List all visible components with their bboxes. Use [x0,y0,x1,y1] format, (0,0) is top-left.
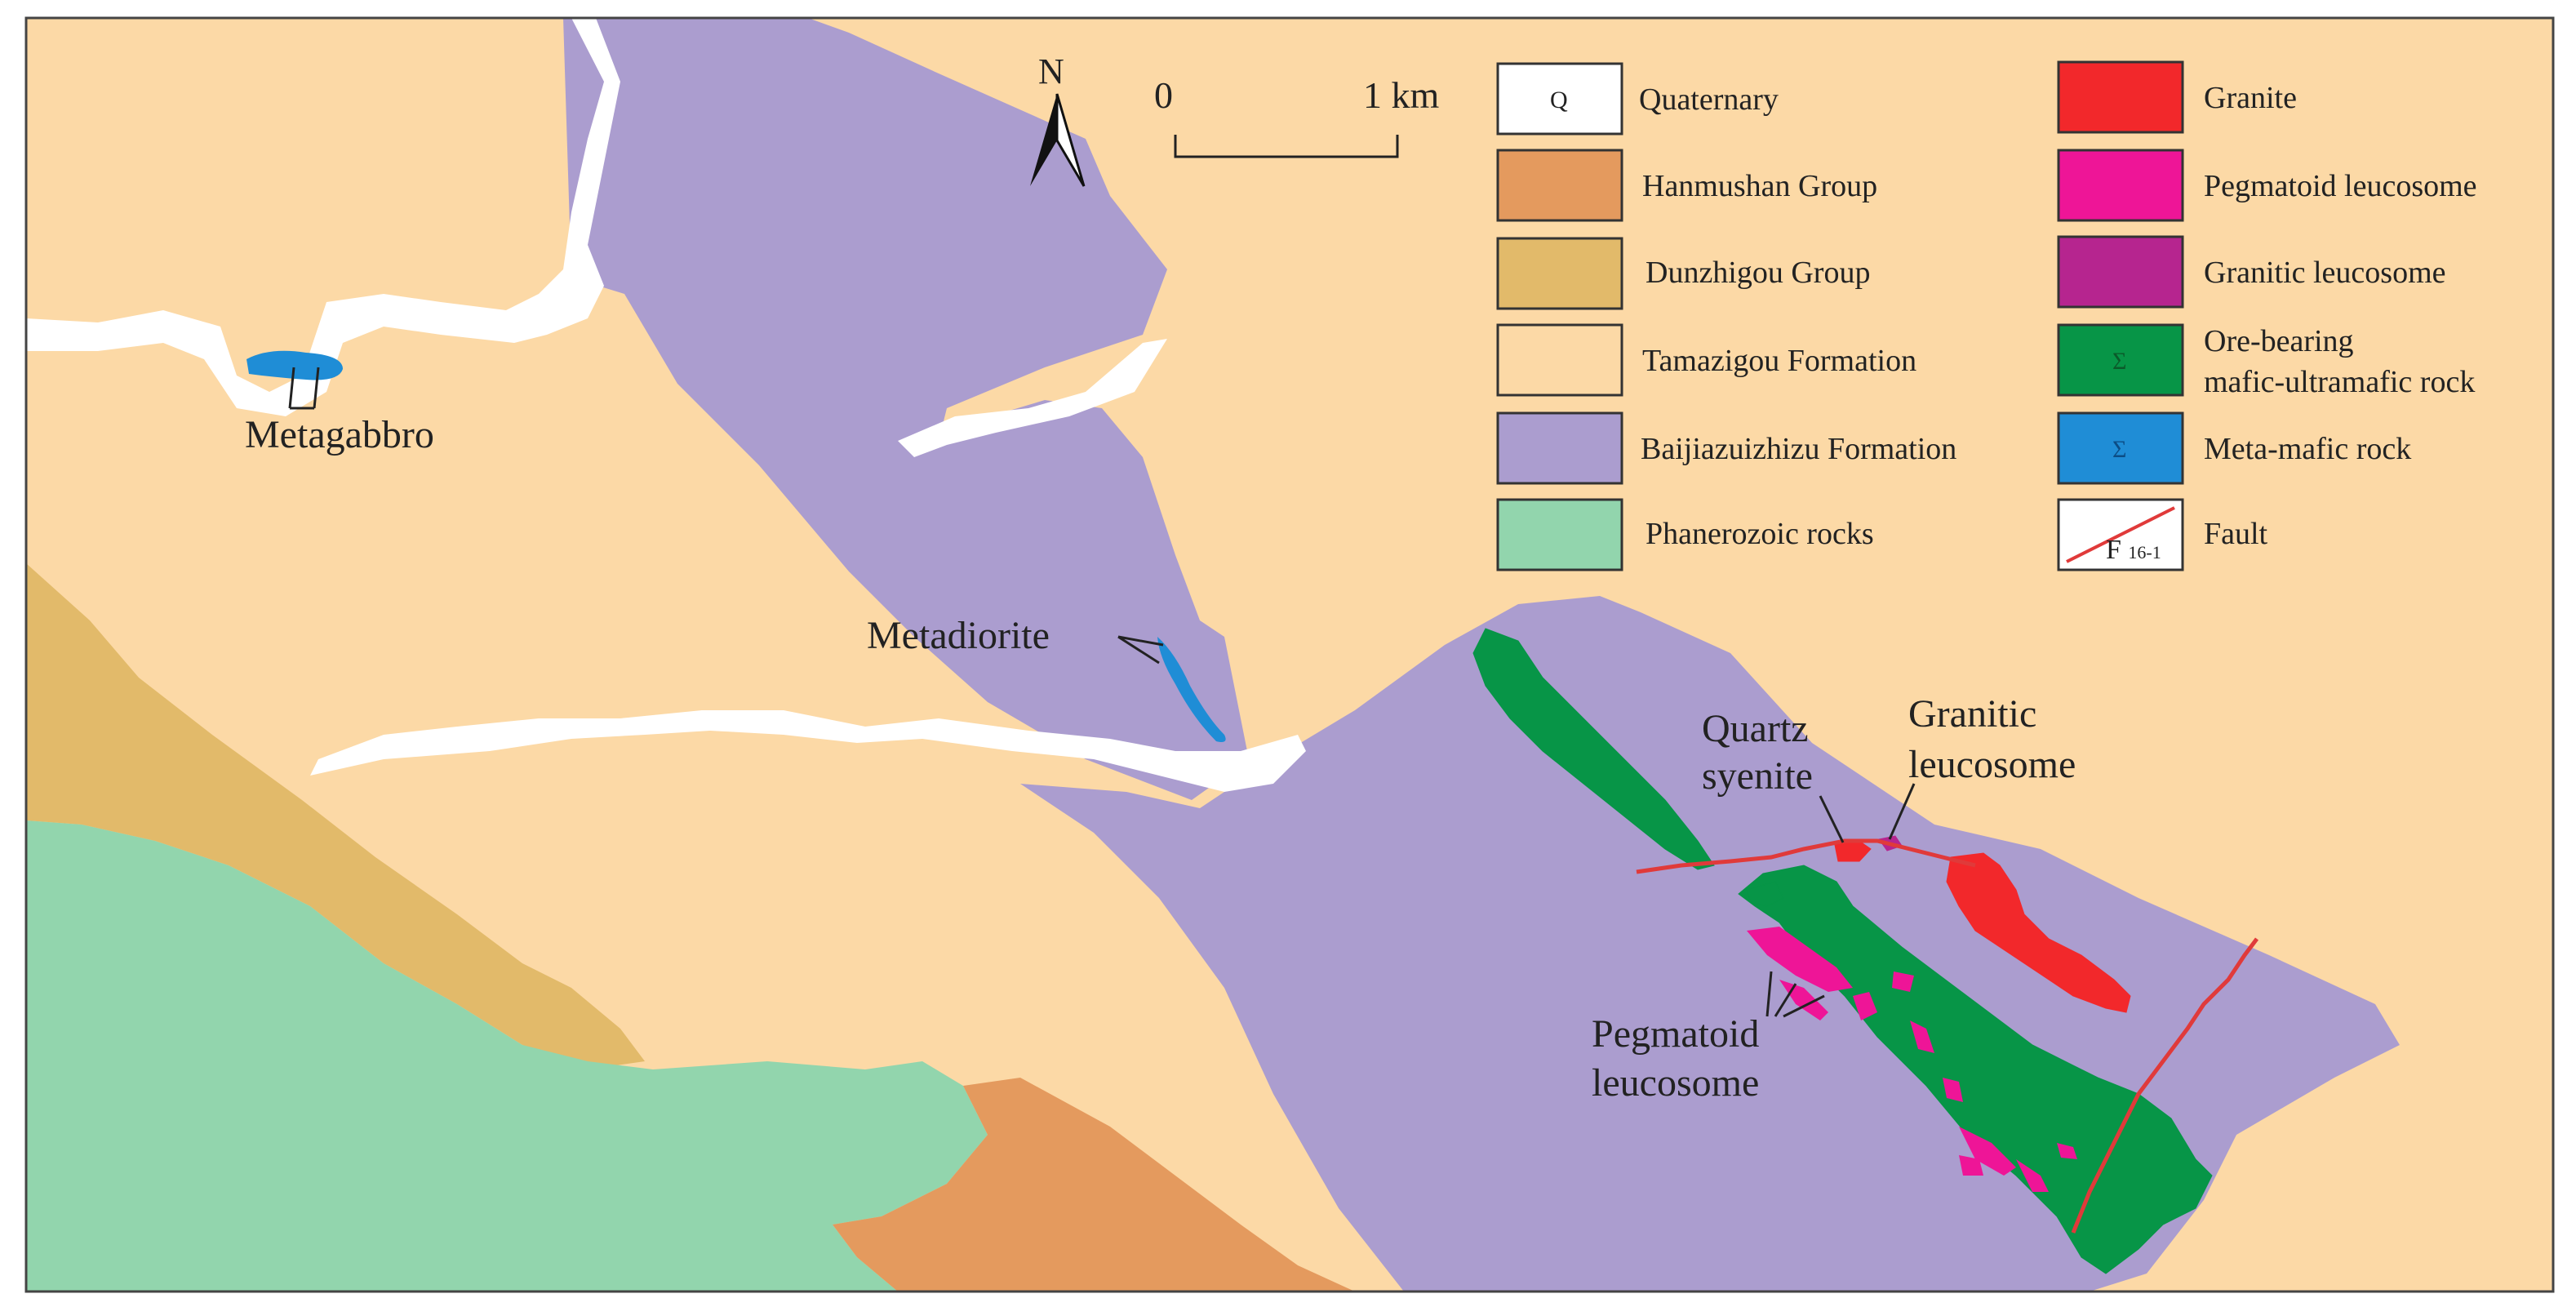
legend-fault-line-icon [2066,506,2175,563]
legend-item-fault: F 16-1 Fault [2057,498,2268,571]
legend-item-hanmushan: Hanmushan Group [1496,149,1877,222]
legend-label-fault: Fault [2204,517,2268,551]
granitic-leucosome-label-1: Granitic [1908,692,2036,736]
legend-symbol-fault-main: F [2106,535,2121,565]
metadiorite-label: Metadiorite [867,614,1050,657]
legend-label-hanmushan: Hanmushan Group [1642,169,1877,203]
legend-item-pegmatoid: Pegmatoid leucosome [2057,149,2477,222]
pegmatoid-4 [1892,971,1914,992]
legend-swatch-quaternary [1496,62,1623,136]
unit-phanerozoic [26,820,988,1292]
fault-f16-1 [1636,838,1976,874]
pegmatoid-10 [1959,1155,1983,1176]
legend-symbol-fault: F 16-1 [2106,535,2161,565]
unit-dunzhigou [26,563,645,1069]
legend-swatch-hanmushan [1496,149,1623,222]
pegmatoid-6 [1943,1078,1963,1102]
ore-bearing-bodies [1472,628,2213,1274]
pegmatoid-7 [1959,1127,2016,1176]
legend-item-granite: Granite [2057,60,2297,134]
legend-label-ore-bearing-1: Ore-bearing [2204,324,2354,358]
faults [1636,838,2258,1234]
legend-swatch-pegmatoid [2057,149,2184,222]
pegmatoid-label-2: leucosome [1592,1061,1759,1105]
map-labels: Metagabbro Metadiorite Quartz syenite Gr… [245,367,2076,1105]
legend-item-ore-bearing: Σ Ore-bearing mafic-ultramafic rock [2057,323,2475,399]
legend-item-dunzhigou: Dunzhigou Group [1496,237,1870,310]
quaternary-channels [26,18,1306,792]
legend-label-meta-mafic: Meta-mafic rock [2204,432,2411,466]
pegmatoid-bodies [1747,927,2077,1192]
scale-bar-line [1174,135,1399,158]
quartz-syenite-leader [1819,795,1845,843]
legend-label-pegmatoid: Pegmatoid leucosome [2204,169,2477,203]
legend: Q Quaternary Hanmushan Group Dunzhigou G… [1496,60,2477,571]
legend-symbol-fault-sub: 16-1 [2128,542,2161,562]
pegmatoid-leader [1765,971,1825,1018]
metagabbro-label: Metagabbro [245,413,434,456]
pegmatoid-label-1: Pegmatoid [1592,1012,1759,1056]
scale-bar-end: 1 km [1363,74,1440,116]
legend-label-granite: Granite [2204,81,2297,115]
north-arrow: N [1030,51,1086,187]
legend-item-tamazigou: Tamazigou Formation [1496,323,1916,397]
unit-hanmushan [833,1078,1355,1292]
legend-symbol-ore-bearing: Σ [2112,348,2126,375]
pegmatoid-9 [2057,1143,2077,1159]
legend-label-ore-bearing-2: mafic-ultramafic rock [2204,365,2475,399]
legend-swatch-meta-mafic [2057,411,2184,485]
scale-bar-start: 0 [1154,74,1173,116]
legend-item-phanerozoic: Phanerozoic rocks [1496,498,1874,571]
fault-southeast [2071,937,2258,1234]
legend-swatch-baijiazuizhizu [1496,411,1623,485]
legend-swatch-phanerozoic [1496,498,1623,571]
granitic-leucosome-leader [1888,783,1916,840]
ore-body-small [1746,881,1784,907]
metadiorite-leader [1117,635,1164,665]
pegmatoid-1 [1747,927,1853,992]
legend-swatch-granitic-leucosome [2057,235,2184,309]
metagabbro-leader [288,367,320,410]
granitic-leucosome-label-2: leucosome [1908,743,2076,786]
legend-label-dunzhigou: Dunzhigou Group [1646,256,1870,290]
pegmatoid-5 [1910,1020,1934,1053]
scale-bar: 0 1 km [1154,74,1440,158]
metadiorite-body [1157,637,1226,742]
river-inner-branch [898,339,1167,457]
legend-item-quaternary: Q Quaternary [1496,62,1779,136]
quartz-syenite-label-1: Quartz [1702,707,1809,750]
north-arrow-icon [1030,94,1057,186]
legend-symbol-meta-mafic: Σ [2112,436,2126,463]
ore-body-north [1472,628,1715,870]
legend-item-granitic-leucosome: Granitic leucosome [2057,235,2446,309]
pegmatoid-3 [1853,992,1877,1020]
legend-swatch-ore-bearing [2057,323,2184,397]
legend-swatch-granite [2057,60,2184,134]
unit-baijiazuizhizu-north [163,18,1249,800]
granite-bodies [1834,838,2131,1013]
legend-swatch-dunzhigou [1496,237,1623,310]
legend-swatch-tamazigou [1496,323,1623,397]
legend-symbol-quaternary: Q [1550,87,1568,113]
granite-body-main [1946,852,2131,1013]
quartz-syenite-label-2: syenite [1702,754,1813,798]
legend-label-phanerozoic: Phanerozoic rocks [1646,517,1874,551]
legend-item-baijiazuizhizu: Baijiazuizhizu Formation [1496,411,1956,485]
river-upper [26,18,620,416]
pegmatoid-8 [2016,1159,2049,1192]
river-middle [310,710,1306,792]
legend-label-granitic-leucosome: Granitic leucosome [2204,256,2446,290]
legend-label-quaternary: Quaternary [1639,82,1779,117]
map-frame [24,16,2555,1293]
legend-label-tamazigou: Tamazigou Formation [1642,344,1916,378]
legend-item-meta-mafic: Σ Meta-mafic rock [2057,411,2411,485]
legend-label-baijiazuizhizu: Baijiazuizhizu Formation [1641,432,1956,466]
north-arrow-icon-outline [1055,93,1086,187]
north-arrow-label: N [1038,51,1064,91]
